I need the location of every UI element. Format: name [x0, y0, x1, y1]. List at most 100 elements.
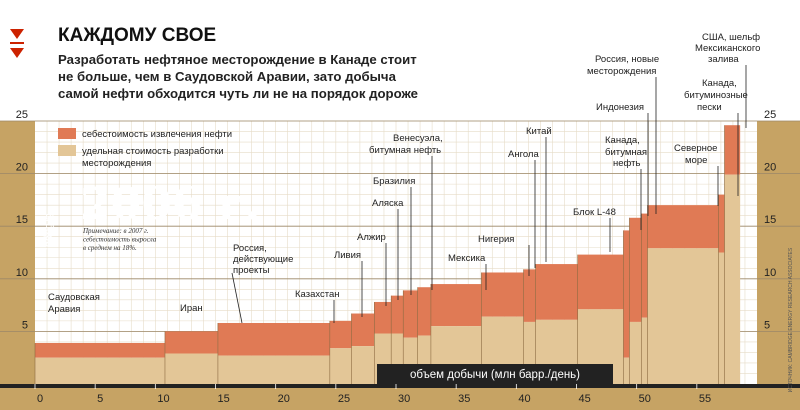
bar-extraction — [351, 313, 375, 347]
legend-swatch-extraction — [58, 128, 76, 139]
bar-extraction — [481, 272, 524, 317]
x-tick-label: 10 — [157, 393, 169, 405]
bar-label: Алжир — [357, 232, 386, 243]
bar-label: нефть — [613, 158, 640, 169]
page-title: КАЖДОМУ СВОЕ — [58, 25, 216, 46]
bar-label: Индонезия — [596, 102, 644, 113]
legend-label-development-2: месторождения — [82, 158, 151, 169]
y-tick-label-right: 10 — [764, 267, 776, 279]
x-tick-label: 55 — [699, 393, 711, 405]
bar-label: Нигерия — [478, 234, 514, 245]
bar-development — [641, 317, 648, 384]
bar-extraction — [417, 287, 431, 336]
y-tick-label-left: 5 — [22, 319, 28, 331]
left-frame — [0, 121, 35, 384]
bar-extraction — [577, 254, 624, 310]
bar-label: Россия, новые — [595, 54, 659, 65]
bar-extraction — [391, 295, 404, 334]
bar-extraction — [623, 230, 630, 358]
x-axis-band — [0, 384, 800, 388]
triangle-divider — [10, 42, 24, 44]
subtitle-line-2: не больше, чем в Саудовской Аравии, зато… — [58, 69, 397, 84]
bar-label: Ливия — [334, 250, 361, 261]
bar-label: пески — [697, 102, 722, 113]
subtitle-line-1: Разработать нефтяное месторождение в Кан… — [58, 52, 417, 67]
y-tick-label-right: 5 — [764, 319, 770, 331]
note-line: себестоимость выросла — [83, 236, 157, 244]
bar-label: Северное — [674, 143, 717, 154]
bar-development — [329, 348, 352, 384]
bar-development — [164, 353, 218, 384]
bar-label: действующие — [233, 254, 293, 265]
bar-label: Аляска — [372, 198, 404, 209]
bar-extraction — [647, 205, 719, 249]
bar-extraction — [523, 269, 536, 322]
x-tick-label: 30 — [398, 393, 410, 405]
bar-label: Россия, — [233, 243, 267, 254]
x-tick-label: 15 — [218, 393, 230, 405]
y-tick-label-right: 15 — [764, 214, 776, 226]
y-tick-label-left: 25 — [16, 109, 28, 121]
bar-label: Мексиканского — [695, 43, 760, 54]
bar-development — [718, 252, 725, 384]
bar-extraction — [629, 217, 642, 322]
legend-swatch-development — [58, 145, 76, 156]
x-axis-label-box — [377, 364, 613, 384]
triangle-down-icon — [10, 29, 24, 39]
bar-extraction — [35, 342, 165, 358]
right-frame — [757, 121, 800, 384]
bar-extraction — [217, 322, 330, 356]
bar-extraction — [329, 320, 352, 349]
bar-extraction — [718, 194, 725, 253]
header: КАЖДОМУ СВОЕ Разработать нефтяное местор… — [10, 25, 418, 101]
bar-label: США, шельф — [702, 32, 760, 43]
x-tick-label: 40 — [518, 393, 530, 405]
bar-label-leader — [231, 272, 243, 324]
x-tick-label: 45 — [579, 393, 591, 405]
bar-label: Казахстан — [295, 289, 340, 300]
bar-label: Венесуэла, — [393, 133, 443, 144]
bar-label: Блок L-48 — [573, 207, 616, 218]
bar-extraction — [403, 290, 418, 338]
bar-label: Ангола — [508, 149, 539, 160]
bar-extraction — [724, 125, 741, 175]
y-tick-label-right: 20 — [764, 162, 776, 174]
bar-label: залива — [708, 54, 739, 65]
bar-label: месторождения — [587, 66, 656, 77]
bar-development — [217, 355, 330, 384]
bar-label: Китай — [526, 126, 552, 137]
y-tick-label-left: 15 — [16, 214, 28, 226]
x-tick-label: 0 — [37, 393, 43, 405]
bar-development — [623, 357, 630, 384]
bar-label: Иран — [180, 303, 203, 314]
bar-development — [647, 248, 719, 384]
bar-extraction — [641, 213, 648, 318]
chart-decorations: себестоимость извлечения нефти удельная с… — [43, 128, 794, 392]
year-label: 2006 г. — [80, 179, 260, 230]
bar-extraction — [164, 331, 218, 354]
y-tick-label-left: 20 — [16, 162, 28, 174]
bar-extraction — [430, 284, 482, 327]
subtitle-line-3: самой нефти обходится чуть ли не на поря… — [58, 86, 418, 101]
bar-extraction — [535, 264, 578, 320]
bar-label: битумная — [605, 147, 647, 158]
x-axis-label: объем добычи (млн барр./день) — [410, 369, 580, 381]
bar-label: Канада, — [702, 78, 737, 89]
bar-label: битумная нефть — [369, 145, 441, 156]
bar-label: Канада, — [605, 135, 640, 146]
bar-label: битуминозные — [684, 90, 748, 101]
legend-label-extraction: себестоимость извлечения нефти — [82, 129, 232, 140]
triangle-down-icon — [10, 48, 24, 58]
legend-label-development-1: удельная стоимость разработки — [82, 146, 224, 157]
note-line: Примечание: в 2007 г. — [82, 227, 149, 235]
bar-label: проекты — [233, 265, 270, 276]
y-tick-label-right: 25 — [764, 109, 776, 121]
chart-bars — [34, 125, 741, 384]
bar-label: Аравия — [48, 304, 80, 315]
x-tick-label: 50 — [639, 393, 651, 405]
x-tick-label: 25 — [338, 393, 350, 405]
bar-label: Бразилия — [373, 176, 415, 187]
